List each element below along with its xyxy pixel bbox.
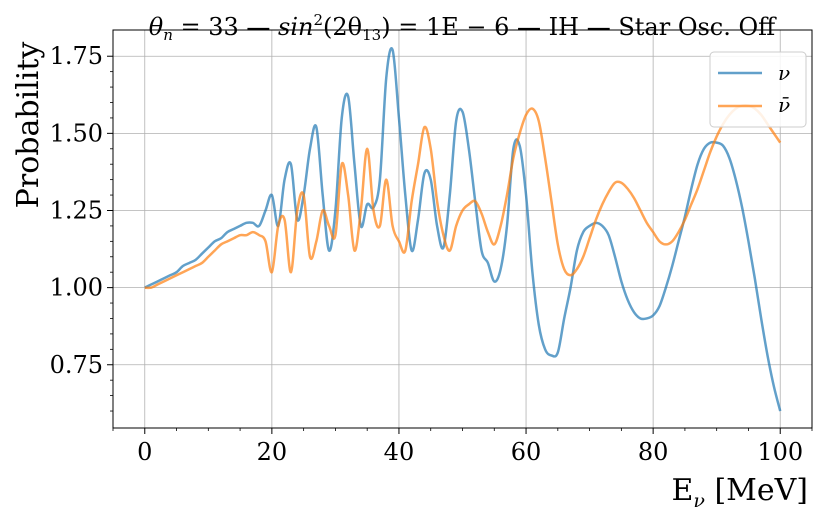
legend-label-nu: ν	[778, 61, 790, 85]
series-lines	[144, 47, 782, 412]
legend-box	[709, 51, 807, 128]
x-tick-label: 20	[257, 438, 288, 466]
x-tick-label: 100	[757, 438, 803, 466]
y-axis-label: Probability	[11, 42, 46, 209]
y-tick-label: 1.75	[50, 42, 103, 70]
y-tick-label: 1.50	[50, 119, 103, 147]
chart-title: θn = 33 — sin2(2θ13) = 1E − 6 — IH — Sta…	[149, 11, 777, 44]
x-tick-label: 40	[384, 438, 415, 466]
x-tick-label: 0	[137, 438, 152, 466]
series-line-1	[144, 103, 782, 290]
plot-frame	[112, 29, 813, 429]
gridlines	[113, 30, 812, 428]
legend: ν ν̄	[709, 51, 807, 128]
series-line-0	[144, 47, 782, 412]
legend-label-nubar: ν̄	[778, 93, 790, 117]
y-axis: 0.75 1.00 1.25 1.50 1.75	[50, 42, 113, 412]
x-axis: 0 20 40 60 80 100	[112, 428, 813, 466]
y-tick-label: 1.00	[50, 274, 103, 302]
x-axis-label: Eν [MeV]	[671, 473, 808, 512]
y-tick-label: 0.75	[50, 351, 103, 379]
y-tick-label: 1.25	[50, 196, 103, 224]
x-tick-label: 80	[638, 438, 669, 466]
x-tick-label: 60	[511, 438, 542, 466]
